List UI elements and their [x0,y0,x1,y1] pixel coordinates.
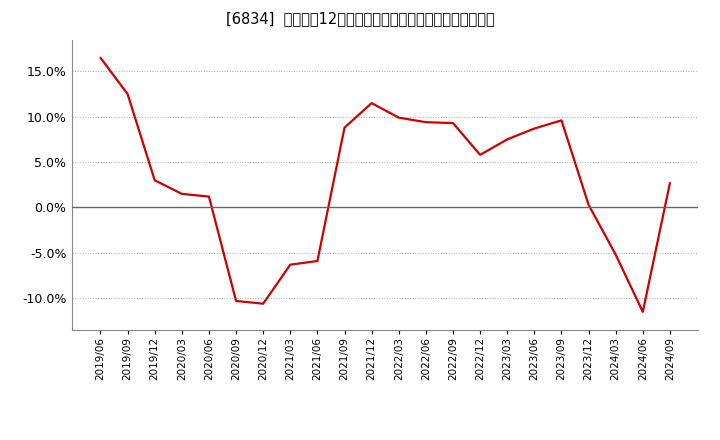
Text: [6834]  売上高の12か月移動合計の対前年同期増減率の推移: [6834] 売上高の12か月移動合計の対前年同期増減率の推移 [225,11,495,26]
